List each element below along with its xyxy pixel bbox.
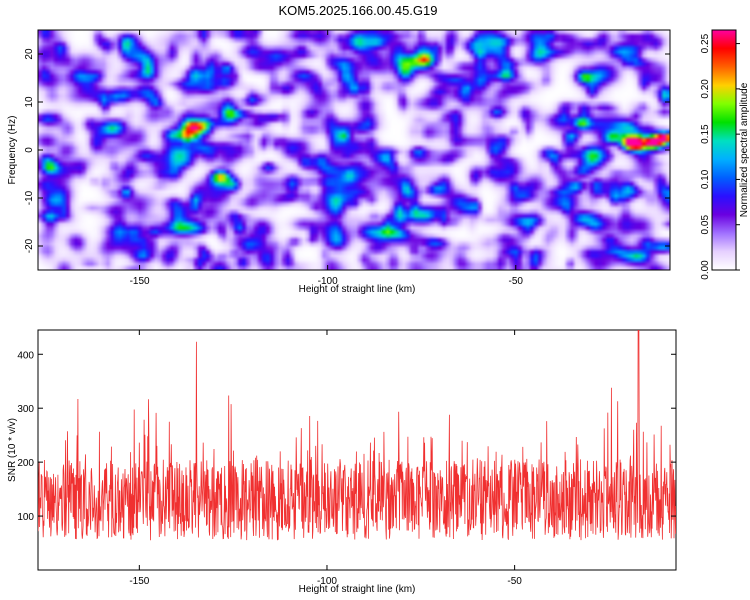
snr-series-line <box>38 330 676 541</box>
colorbar-ticks: 0.00 0.05 0.10 0.15 0.20 0.25 <box>700 33 740 280</box>
heatmap-y-tick-label: 10 <box>24 96 35 108</box>
snr-panel: -150 -100 -50 100 200 300 400 Height of strai… <box>7 329 677 595</box>
heatmap-y-tick-label: 20 <box>24 48 35 60</box>
colorbar-tick-label: 0.00 <box>700 260 711 280</box>
heatmap-x-tick-label: -100 <box>318 276 338 287</box>
snr-y-tick-label: 200 <box>17 458 34 469</box>
colorbar-gradient <box>711 29 737 271</box>
colorbar-tick-label: 0.15 <box>700 124 711 144</box>
figure-title: KOM5.2025.166.00.45.G19 <box>278 3 437 18</box>
colorbar-label: Normalized spectral amplitude <box>739 82 750 217</box>
heatmap-y-label: Frequency (Hz) <box>7 116 18 185</box>
colorbar-tick-label: 0.10 <box>700 169 711 189</box>
snr-x-label: Height of straight line (km) <box>299 584 416 595</box>
heatmap-x-tick-label: -50 <box>509 276 524 287</box>
colorbar-tick-label: 0.25 <box>700 33 711 53</box>
snr-x-tick-label: -150 <box>129 576 149 587</box>
heatmap-y-ticks: -20 -10 0 10 20 <box>24 48 670 253</box>
heatmap-x-ticks: -150 -100 -50 <box>130 30 524 287</box>
snr-frame <box>37 329 677 571</box>
snr-y-tick-label: 100 <box>17 512 34 523</box>
colorbar-tick-label: 0.20 <box>700 79 711 99</box>
heatmap-x-label: Height of straight line (km) <box>299 284 416 295</box>
heatmap-y-tick-label: 0 <box>24 147 35 153</box>
snr-y-label: SNR (10 * v/v) <box>7 418 18 482</box>
snr-x-tick-label: -50 <box>507 576 522 587</box>
heatmap-x-tick-label: -150 <box>130 276 150 287</box>
snr-x-ticks: -150 -100 -50 <box>129 330 522 587</box>
snr-y-tick-label: 300 <box>17 404 34 415</box>
snr-y-ticks: 100 200 300 400 <box>17 350 676 523</box>
heatmap-y-tick-label: -10 <box>24 190 35 205</box>
colorbar: 0.00 0.05 0.10 0.15 0.20 0.25 Normalized spec… <box>700 29 750 280</box>
snr-x-tick-label: -100 <box>317 576 337 587</box>
snr-y-tick-label: 400 <box>17 350 34 361</box>
heatmap-y-tick-label: -20 <box>24 238 35 253</box>
colorbar-tick-label: 0.05 <box>700 215 711 235</box>
heatmap-canvas <box>38 30 670 270</box>
